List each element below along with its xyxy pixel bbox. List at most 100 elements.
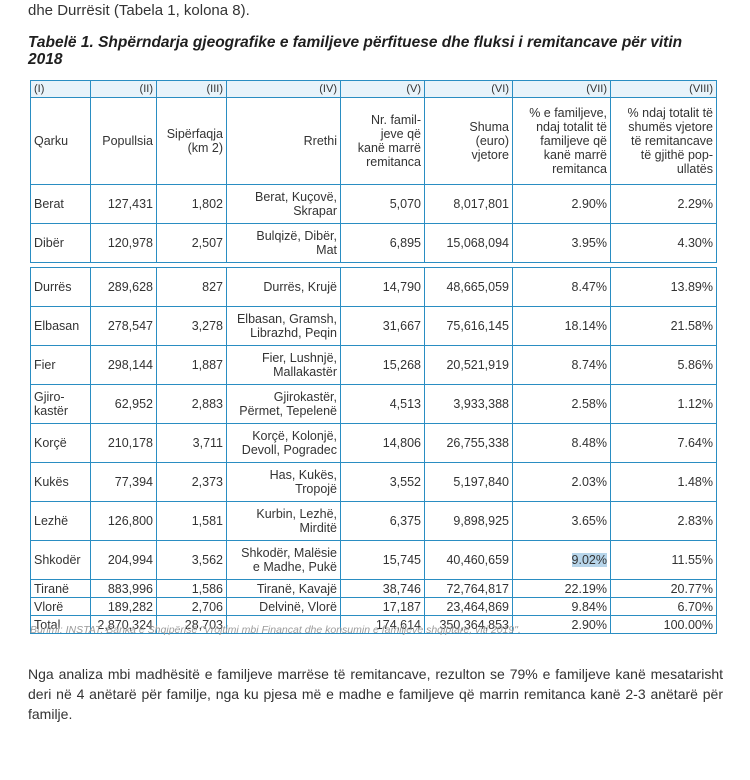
cell-population: 2,870,324: [90, 615, 157, 634]
cell-districts: Delvinë, Vlorë: [226, 597, 341, 616]
cell-qarku: Lezhë: [30, 501, 91, 541]
col-number: (IV): [226, 80, 341, 98]
cell-area: 3,278: [156, 306, 227, 346]
cell-families: 14,806: [340, 423, 425, 463]
cell-qarku: Durrës: [30, 267, 91, 307]
cell-pct-families: 8.48%: [512, 423, 611, 463]
header-rrethi: Rrethi: [226, 97, 341, 185]
cell-qarku: Berat: [30, 184, 91, 224]
cell-qarku: Gjiro- kastër: [30, 384, 91, 424]
cell-qarku: Dibër: [30, 223, 91, 263]
cell-families: 3,552: [340, 462, 425, 502]
body-paragraph: Nga analiza mbi madhësitë e familjeve ma…: [28, 666, 723, 722]
cell-population: 62,952: [90, 384, 157, 424]
table-caption: Tabelë 1. Shpërndarja gjeografike e fami…: [28, 34, 683, 68]
cell-amount: 23,464,869: [424, 597, 513, 616]
cell-area: 2,373: [156, 462, 227, 502]
cell-amount: 9,898,925: [424, 501, 513, 541]
cell-amount: 75,616,145: [424, 306, 513, 346]
cell-amount: 350,364,853: [424, 615, 513, 634]
cell-population: 127,431: [90, 184, 157, 224]
header-popullsia: Popullsia: [90, 97, 157, 185]
cell-population: 77,394: [90, 462, 157, 502]
cell-area: 28,703: [156, 615, 227, 634]
cell-pct-families: 9.84%: [512, 597, 611, 616]
cell-pct-families: 2.03%: [512, 462, 611, 502]
cell-qarku: Vlorë: [30, 597, 91, 616]
cell-area: 1,581: [156, 501, 227, 541]
table-row: Korçë 210,178 3,711 Korçë, Kolonjë, Devoll,…: [30, 423, 717, 463]
cell-amount: 20,521,919: [424, 345, 513, 385]
highlighted-value: 9.02%: [571, 553, 607, 567]
cell-area: 3,711: [156, 423, 227, 463]
cell-population: 883,996: [90, 579, 157, 598]
cell-pct-families: 8.47%: [512, 267, 611, 307]
cell-population: 210,178: [90, 423, 157, 463]
col-number: (I): [30, 80, 91, 98]
cell-pct-amount: 5.86%: [610, 345, 717, 385]
cell-population: 120,978: [90, 223, 157, 263]
header-amount: Shuma (euro) vjetore: [424, 97, 513, 185]
cell-families: 17,187: [340, 597, 425, 616]
previous-text-line: dhe Durrësit (Tabela 1, kolona 8).: [28, 2, 250, 19]
cell-families: 174,614: [340, 615, 425, 634]
cell-districts: Fier, Lushnjë, Mallakastër: [226, 345, 341, 385]
cell-pct-families: 3.95%: [512, 223, 611, 263]
table-row: Kukës 77,394 2,373 Has, Kukës, Tropojë 3,552…: [30, 462, 717, 502]
cell-districts: Elbasan, Gramsh, Librazhd, Peqin: [226, 306, 341, 346]
remittance-table: (I) (II) (III) (IV) (V) (VI) (VII) (VIII…: [30, 80, 717, 634]
cell-pct-families: 18.14%: [512, 306, 611, 346]
cell-families: 14,790: [340, 267, 425, 307]
col-number: (VII): [512, 80, 611, 98]
cell-pct-families: 22.19%: [512, 579, 611, 598]
cell-pct-families: 9.02%: [512, 540, 611, 580]
cell-families: 31,667: [340, 306, 425, 346]
cell-pct-amount: 1.48%: [610, 462, 717, 502]
cell-families: 5,070: [340, 184, 425, 224]
cell-districts: Berat, Kuçovë, Skrapar: [226, 184, 341, 224]
cell-districts: Gjirokastër, Përmet, Tepelenë: [226, 384, 341, 424]
table-row: Dibër 120,978 2,507 Bulqizë, Dibër, Mat 6,89…: [30, 223, 717, 263]
cell-area: 827: [156, 267, 227, 307]
cell-area: 1,586: [156, 579, 227, 598]
cell-pct-amount: 2.83%: [610, 501, 717, 541]
table-row: Shkodër 204,994 3,562 Shkodër, Malësie e Ma…: [30, 540, 717, 580]
cell-population: 289,628: [90, 267, 157, 307]
cell-amount: 3,933,388: [424, 384, 513, 424]
cell-pct-amount: 6.70%: [610, 597, 717, 616]
cell-pct-families: 2.90%: [512, 615, 611, 634]
cell-pct-amount: 20.77%: [610, 579, 717, 598]
cell-area: 2,883: [156, 384, 227, 424]
cell-pct-amount: 13.89%: [610, 267, 717, 307]
cell-pct-amount: 21.58%: [610, 306, 717, 346]
header-pct-families: % e familjeve, ndaj totalit të familjeve…: [512, 97, 611, 185]
cell-population: 126,800: [90, 501, 157, 541]
table-row: Lezhë 126,800 1,581 Kurbin, Lezhë, Mirditë 6…: [30, 501, 717, 541]
cell-qarku: Korçë: [30, 423, 91, 463]
cell-districts: Kurbin, Lezhë, Mirditë: [226, 501, 341, 541]
table-row: Gjiro- kastër 62,952 2,883 Gjirokastër, Për…: [30, 384, 717, 424]
cell-districts: Has, Kukës, Tropojë: [226, 462, 341, 502]
cell-pct-amount: 4.30%: [610, 223, 717, 263]
cell-families: 38,746: [340, 579, 425, 598]
cell-qarku: Total: [30, 615, 91, 634]
cell-population: 204,994: [90, 540, 157, 580]
cell-districts: Shkodër, Malësie e Madhe, Pukë: [226, 540, 341, 580]
cell-pct-amount: 1.12%: [610, 384, 717, 424]
cell-amount: 26,755,338: [424, 423, 513, 463]
table-row: Vlorë 189,282 2,706 Delvinë, Vlorë 17,187 23,…: [30, 597, 717, 616]
cell-qarku: Kukës: [30, 462, 91, 502]
header-row: Qarku Popullsia Sipërfaqja (km 2) Rrethi…: [30, 97, 717, 185]
cell-qarku: Elbasan: [30, 306, 91, 346]
cell-pct-amount: 11.55%: [610, 540, 717, 580]
header-pct-amount: % ndaj totalit të shumës vjetore të remi…: [610, 97, 717, 185]
cell-amount: 5,197,840: [424, 462, 513, 502]
header-siperfaqja: Sipërfaqja (km 2): [156, 97, 227, 185]
header-families: Nr. famil- jeve që kanë marrë remitanca: [340, 97, 425, 185]
cell-pct-amount: 100.00%: [610, 615, 717, 634]
cell-amount: 8,017,801: [424, 184, 513, 224]
table-row: Total 2,870,324 28,703 174,614 350,364,853 2.…: [30, 615, 717, 634]
cell-families: 15,745: [340, 540, 425, 580]
cell-families: 4,513: [340, 384, 425, 424]
cell-qarku: Tiranë: [30, 579, 91, 598]
